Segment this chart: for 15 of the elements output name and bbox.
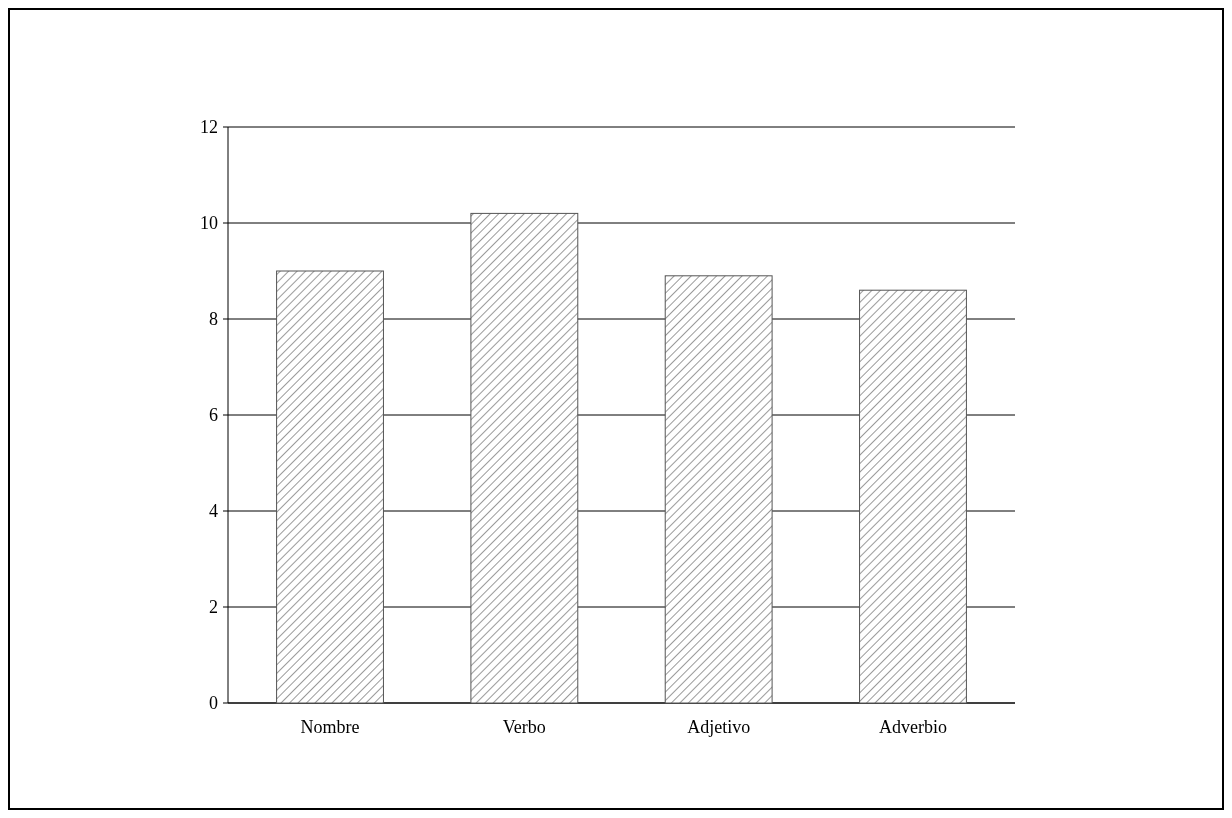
bar <box>664 275 773 704</box>
y-tick-label: 12 <box>200 117 218 138</box>
y-tick-label: 2 <box>209 597 218 618</box>
y-tick-label: 6 <box>209 405 218 426</box>
y-tick-label: 10 <box>200 213 218 234</box>
y-tick-label: 4 <box>209 501 218 522</box>
x-tick-label: Adjetivo <box>687 717 751 737</box>
bar <box>276 270 384 704</box>
x-tick-label: Adverbio <box>878 717 947 737</box>
x-tick-label: Verbo <box>502 717 546 737</box>
bar <box>859 289 967 704</box>
y-tick-label: 0 <box>209 693 218 714</box>
y-tick-label: 8 <box>209 309 218 330</box>
x-tick-label: Nombre <box>300 717 360 737</box>
bar <box>470 212 579 704</box>
